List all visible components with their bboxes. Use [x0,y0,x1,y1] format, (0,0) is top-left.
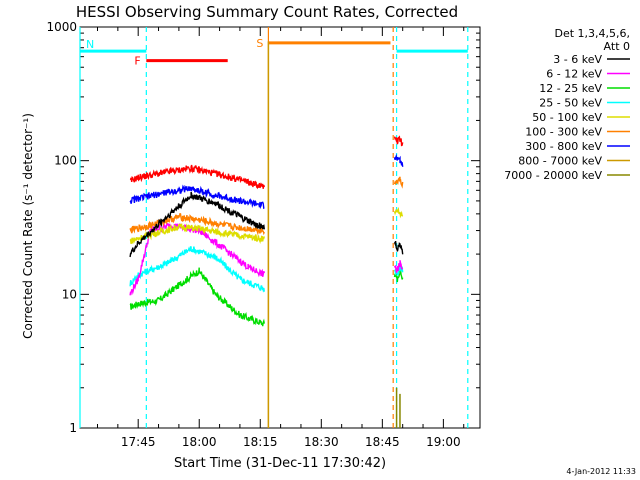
y-tick-label: 1 [69,421,77,435]
plot-area: 1 10 100 1000 17:45 18:00 18:15 18:30 18:45 19:00… [46,20,481,449]
flag-label: F [134,55,140,68]
legend-label: 6 - 12 keV [546,68,602,81]
legend-label: 25 - 50 keV [539,97,602,110]
series-line [393,265,404,277]
x-tick-label: 18:45 [365,435,400,449]
x-tick-label: 18:15 [243,435,278,449]
series-line [129,223,265,245]
series-line [393,269,404,283]
series-line [129,246,265,293]
y-axis-label: Corrected Count Rate (s⁻¹ detector⁻¹) [21,113,35,339]
legend-label: 100 - 300 keV [525,126,602,139]
series-line [393,240,404,255]
x-tick-label: 18:30 [304,435,339,449]
legend-item: 25 - 50 keV [539,97,630,110]
flag-label: N [86,38,94,51]
y-tick-label: 100 [54,154,77,168]
x-tick-label: 17:45 [121,435,156,449]
series-line [393,176,404,189]
series-line [129,191,265,258]
series-line [129,212,265,236]
legend-item: 100 - 300 keV [525,126,630,139]
x-tick-label: 18:00 [182,435,217,449]
legend-item: 3 - 6 keV [553,53,630,66]
series-line [393,206,404,219]
y-tick-label: 1000 [46,20,77,34]
legend-header: Det 1,3,4,5,6, [554,27,630,40]
legend-label: 12 - 25 keV [539,82,602,95]
series-line [393,260,404,274]
legend-label: 300 - 800 keV [525,140,602,153]
legend-item: 300 - 800 keV [525,140,630,153]
series-line [129,267,265,327]
legend-label: 7000 - 20000 keV [504,169,602,182]
legend-item: 50 - 100 keV [532,111,630,124]
legend-header: Att 0 [604,40,630,53]
legend-item: 6 - 12 keV [546,68,630,81]
series-line [129,184,265,210]
x-axis-label: Start Time (31-Dec-11 17:30:42) [174,456,386,471]
series-line [393,135,404,147]
series-line [129,164,265,190]
legend-item: 7000 - 20000 keV [504,169,630,182]
legend-item: 12 - 25 keV [539,82,630,95]
y-tick-label: 10 [62,287,77,301]
timestamp-footer: 4-Jan-2012 11:33 [566,467,636,476]
legend: Det 1,3,4,5,6,Att 03 - 6 keV 6 - 12 keV12… [504,27,630,182]
legend-label: 50 - 100 keV [532,111,602,124]
chart-title: HESSI Observing Summary Count Rates, Cor… [76,3,458,21]
legend-item: 800 - 7000 keV [518,155,630,168]
x-tick-label: 19:00 [426,435,461,449]
flag-label: S [256,37,263,50]
legend-label: 800 - 7000 keV [518,155,602,168]
legend-label: 3 - 6 keV [553,53,602,66]
series-line [393,153,404,167]
